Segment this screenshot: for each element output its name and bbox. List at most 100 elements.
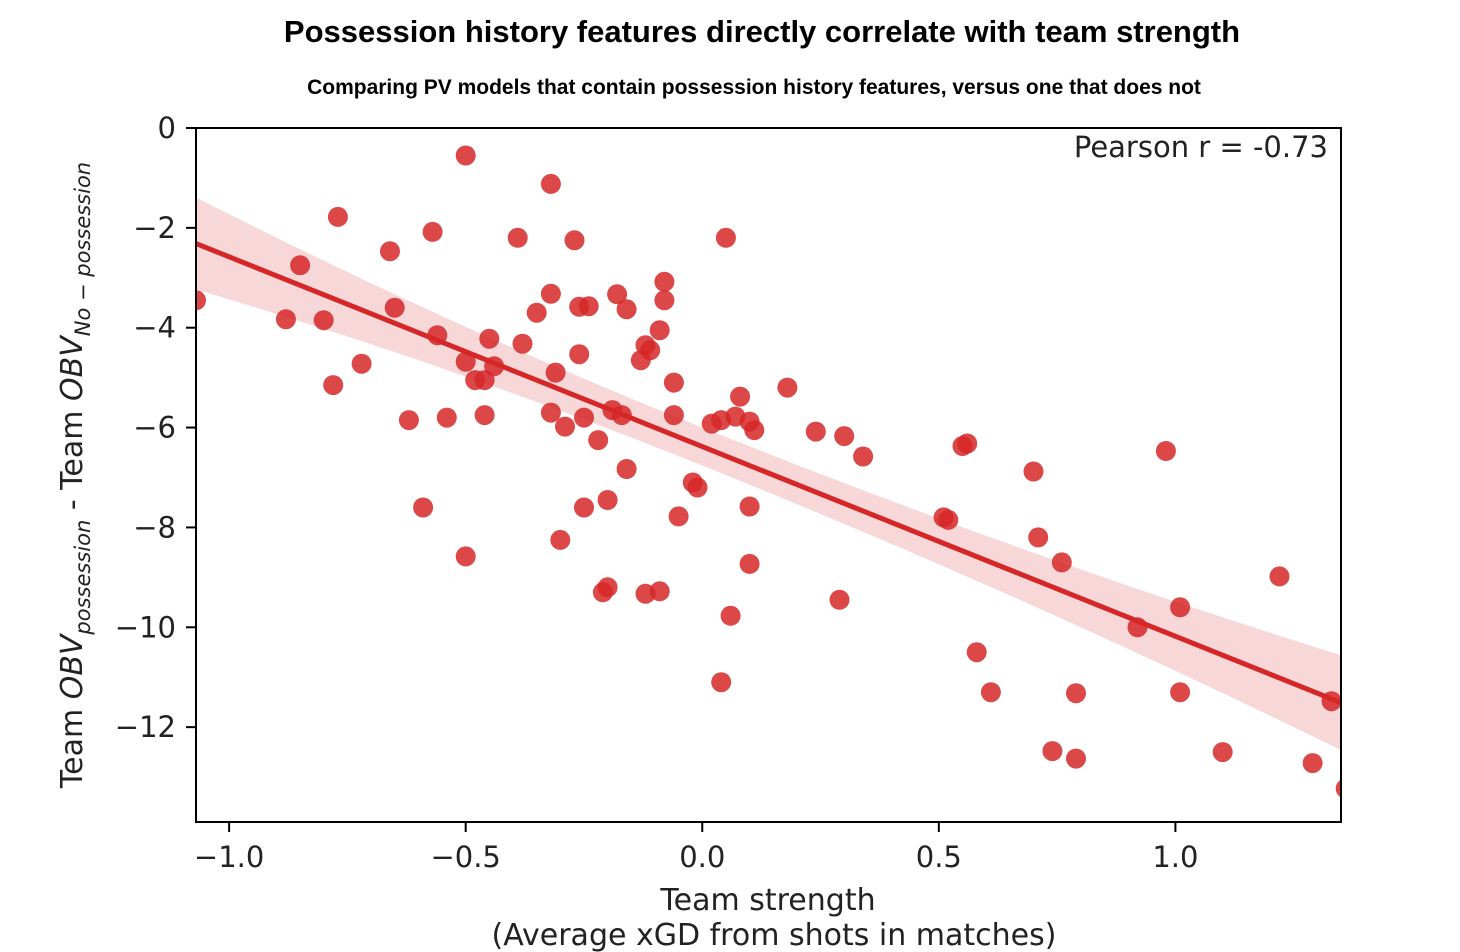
y-tick-label: −6 [133,411,176,445]
data-point [649,320,670,341]
data-point [592,582,613,603]
data-point [597,490,618,510]
data-point [313,310,334,331]
data-point [1051,552,1072,573]
data-point [687,477,708,498]
y-label-team: Team [55,699,90,789]
data-point [351,353,372,374]
data-point [654,290,675,311]
data-point [384,297,405,318]
data-point [455,351,476,372]
data-point [1066,683,1086,704]
data-point [966,642,987,663]
data-point [980,682,1001,703]
chart-title: Possession history features directly cor… [283,14,1241,49]
data-point [834,426,855,447]
data-point [455,546,476,567]
data-point [275,309,296,330]
data-point [607,284,628,305]
x-axis-label: Team strength [659,883,875,918]
y-label-subscript: possession [71,520,95,636]
data-point [1155,441,1176,461]
data-point [588,430,609,451]
data-point [436,407,457,428]
data-point [853,446,874,467]
y-tick-label: −4 [133,311,176,345]
data-point [739,496,760,517]
y-tick-label: −2 [133,211,176,245]
data-point [323,375,344,396]
data-point [805,421,826,442]
data-point [555,416,575,437]
axis-ticks: −1.0 −0.5 0.0 0.5 1.0 0 −2 −4 −6 −8 −10 −12 [115,111,1199,874]
y-label-obv: OBV [55,632,90,699]
data-point [739,553,760,574]
x-tick-label: 0.5 [916,840,962,874]
data-point [398,410,419,431]
plot-layer [196,145,1341,798]
data-point [569,296,590,317]
data-point [938,509,959,530]
data-point [422,221,443,242]
data-point [196,290,206,311]
data-point [569,344,590,365]
y-tick-label: 0 [158,111,176,145]
data-point [715,227,736,248]
data-point [1269,566,1290,587]
plot-frame [195,127,1342,823]
data-point [327,206,348,227]
data-point [616,299,637,320]
data-point [574,497,594,518]
data-point [574,407,594,428]
data-point [455,145,476,166]
data-point [1212,742,1233,763]
y-tick-label: −12 [115,710,176,744]
data-point [1028,527,1049,548]
data-point [564,230,585,251]
scatter-points [196,145,1341,798]
x-axis-label-secondary: (Average xGD from shots in matches) [492,918,1057,952]
regression-line [196,241,1341,705]
data-point [630,350,651,371]
x-tick-label: 1.0 [1152,840,1198,874]
data-point [663,405,684,426]
x-tick-label: −0.5 [430,840,500,874]
data-point [744,420,765,441]
data-point [1023,461,1044,482]
data-point [380,241,400,262]
data-point [507,227,528,248]
data-point [540,173,561,194]
data-point [1042,741,1063,762]
pearson-annotation: Pearson r = -0.73 [1074,130,1328,164]
data-point [829,589,850,610]
data-point [711,672,732,693]
data-point [1335,779,1341,798]
data-point [720,605,741,626]
data-point [526,302,547,323]
y-label-obv-2: OBV [55,334,90,401]
y-tick-label: −8 [133,510,176,544]
x-tick-label: 0.0 [679,840,725,874]
data-point [649,581,670,602]
data-point [957,433,978,454]
data-point [668,506,689,527]
data-point [777,377,798,398]
data-point [663,372,684,393]
data-point [540,402,561,423]
data-point [550,529,571,550]
data-point [616,459,637,479]
data-point [1170,682,1191,703]
data-point [290,255,311,276]
data-point [1302,753,1323,774]
data-point [512,333,533,354]
data-point [1170,597,1191,618]
chart-subtitle: Comparing PV models that contain possess… [307,76,1201,99]
data-point [479,328,500,349]
x-tick-label: −1.0 [194,840,264,874]
data-point [474,405,495,426]
y-label-subscript-2: No − possession [71,162,95,336]
y-label-separator: - Team [55,401,90,520]
data-point [413,497,434,518]
data-point [540,283,561,304]
